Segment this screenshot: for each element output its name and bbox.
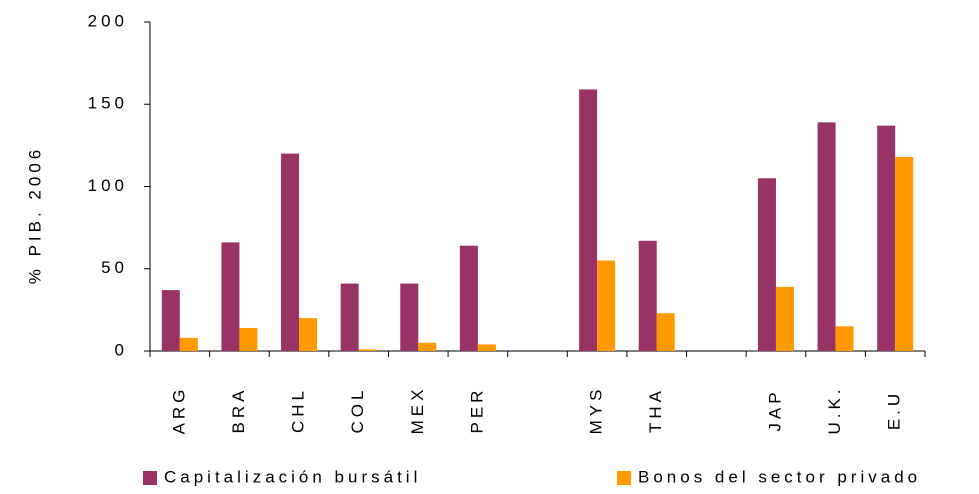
bar [877,125,896,351]
bar [459,245,478,351]
bar [817,122,836,351]
bar [221,242,240,351]
x-tick-label: COL [348,387,367,434]
y-axis-label: % PIB. 2006 [25,146,44,285]
bar [340,283,359,351]
y-tick-label: 200 [88,11,128,30]
bar [161,290,180,351]
bar [895,156,914,351]
bar [597,260,616,351]
bar [775,286,794,351]
bar [757,178,776,351]
y-tick-label: 150 [88,94,128,113]
x-tick-label: THA [646,387,665,433]
legend-label: Capitalización bursátil [164,467,421,486]
bar [299,318,318,351]
x-tick-label: CHL [289,387,308,433]
x-tick-label: ARG [169,386,188,435]
bar [358,349,377,351]
legend-label: Bonos del sector privado [638,467,921,486]
x-tick-label: BRA [229,387,248,434]
legend-swatch [617,471,631,485]
x-tick-label: PER [467,387,486,434]
bar [579,89,598,351]
bar [656,313,675,351]
bar [418,342,437,351]
bar [179,337,198,351]
x-tick-label: E.U [885,390,904,430]
y-tick-label: 100 [88,176,128,195]
bar [638,240,657,351]
x-tick-label: MEX [408,386,427,435]
legend-swatch [143,471,157,485]
x-tick-label: MYS [587,386,606,435]
y-tick-label: 0 [115,340,128,359]
x-tick-label: U.K. [825,385,844,434]
bar [835,326,854,351]
bar [400,283,419,351]
y-tick-label: 50 [101,258,128,277]
bar [281,153,300,351]
bar [239,327,258,351]
bar [477,344,496,351]
x-tick-label: JAP [765,388,784,431]
